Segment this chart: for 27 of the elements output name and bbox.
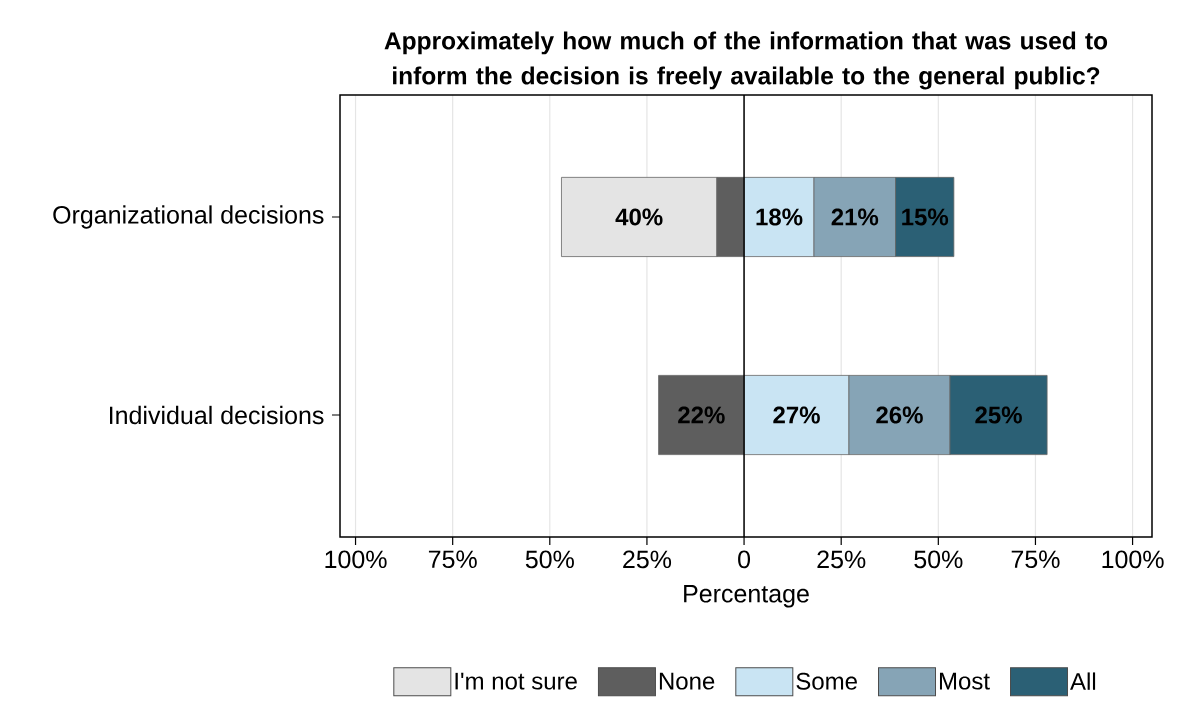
x-tick-label: 25%	[817, 550, 866, 569]
chart-title: Approximately how much of the information that was used to inform the decision is freely available to the general public?	[384, 31, 1108, 90]
x-tick-label: 100%	[1102, 550, 1164, 569]
legend-label: All	[1070, 672, 1096, 690]
data-label: 18%	[756, 208, 803, 226]
data-label: 25%	[975, 406, 1022, 424]
y-tick-label: Organizational decisions	[53, 205, 324, 229]
x-tick-label: 50%	[525, 550, 574, 569]
data-label: 21%	[831, 208, 879, 226]
data-label: 27%	[773, 406, 820, 424]
y-tick-label: Individual decisions	[109, 405, 324, 425]
data-label: 15%	[902, 208, 949, 226]
x-tick-label: 100%	[325, 550, 387, 569]
x-tick-label: 75%	[428, 550, 477, 569]
x-tick-label: 0	[738, 550, 751, 569]
bar	[658, 375, 745, 456]
x-tick-label: 75%	[1011, 550, 1060, 569]
x-tick-label: 50%	[914, 550, 963, 569]
legend-label: None	[659, 672, 715, 690]
legend-label: I'm not sure	[455, 672, 577, 690]
x-axis-title: Percentage	[684, 585, 809, 608]
data-label: 26%	[876, 406, 923, 424]
data-label: 40%	[615, 208, 663, 226]
legend-label: Most	[939, 672, 990, 690]
data-label: 22%	[678, 406, 725, 424]
legend-label: Some	[796, 672, 857, 690]
x-tick-label: 25%	[623, 550, 672, 569]
